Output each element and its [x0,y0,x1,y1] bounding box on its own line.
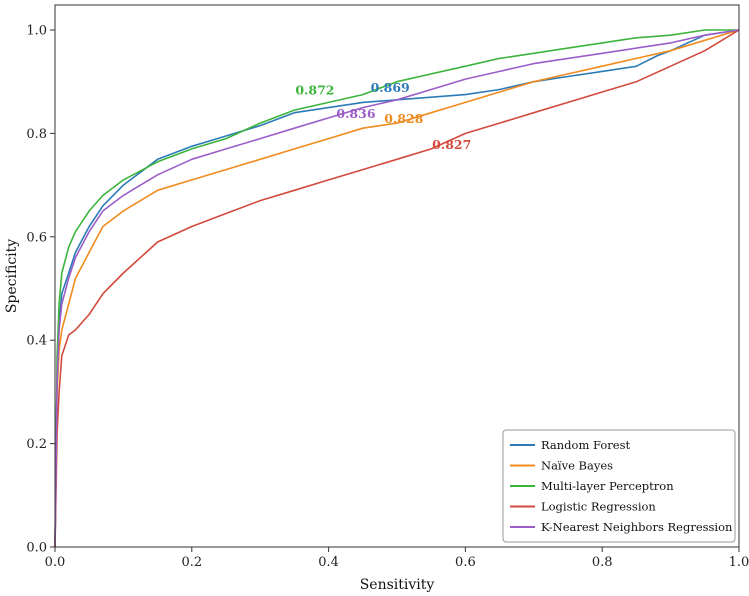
x-tick-label: 0.4 [318,555,339,570]
x-tick-label: 0.2 [181,555,202,570]
annotation-layer: 0.872 0.869 0.836 0.828 0.827 [295,80,471,152]
y-tick-label: 0.2 [26,437,47,452]
y-axis-label: Specificity [4,239,20,313]
legend-entry: Multi-layer Perceptron [541,479,674,493]
x-tick-label: 0.0 [45,555,66,570]
series-line-3 [54,29,740,548]
legend-entry: Random Forest [541,438,631,452]
series-line-0 [54,29,740,548]
legend-box [502,429,736,543]
y-tick-label: 1.0 [26,24,47,39]
x-axis-label: Sensitivity [360,577,435,593]
x-tick-label: 1.0 [729,555,749,570]
auc-label: 0.869 [371,80,410,95]
legend-entry: Naïve Bayes [541,459,613,473]
y-tick-label: 0.6 [26,230,47,245]
x-tick-label: 0.8 [592,555,613,570]
x-tick-label: 0.6 [455,555,476,570]
auc-label: 0.836 [336,106,375,121]
y-tick-label: 0.8 [26,127,47,142]
legend: Random Forest Naïve Bayes Multi-layer Perc… [502,429,736,543]
series-line-1 [54,29,740,548]
series-line-2 [54,29,739,548]
series-line-4 [54,29,740,548]
legend-entry: Logistic Regression [541,500,656,514]
ticks-layer: 0.0 0.2 0.4 0.6 0.8 1.0 0.0 0.2 0.4 0.6 0.8 1.0 [26,24,749,571]
y-tick-label: 0.4 [26,334,47,349]
auc-label: 0.872 [295,83,334,98]
y-tick-label: 0.0 [26,541,47,556]
marks-layer [54,29,740,548]
legend-entry: K-Nearest Neighbors Regression [541,520,733,534]
plot-frame [54,4,740,548]
auc-label: 0.827 [432,137,471,152]
auc-label: 0.828 [384,111,423,126]
